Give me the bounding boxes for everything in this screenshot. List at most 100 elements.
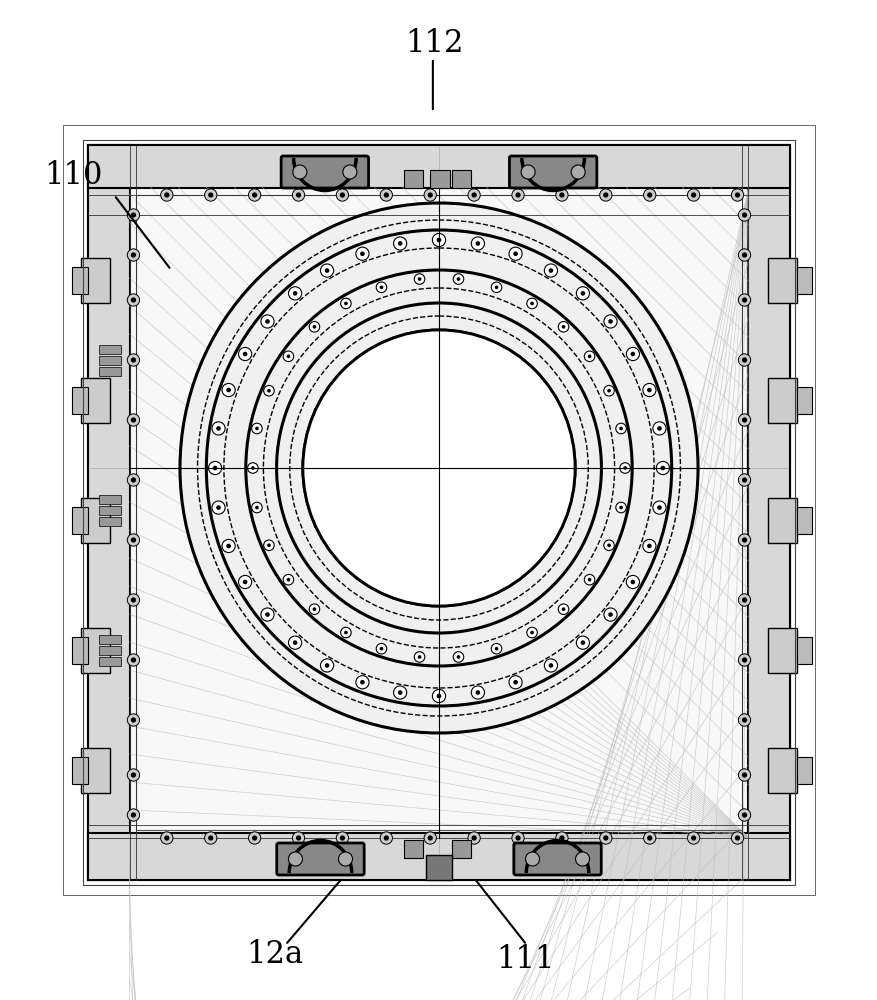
Bar [795,637,811,664]
Circle shape [741,772,746,778]
Circle shape [544,264,557,277]
Circle shape [360,680,364,685]
Bar [767,748,795,792]
Circle shape [494,285,498,289]
Bar [88,145,789,188]
Circle shape [657,426,661,431]
Bar [795,506,811,534]
Circle shape [603,315,617,328]
Circle shape [383,192,389,198]
Circle shape [255,427,259,430]
Circle shape [657,505,661,510]
Circle shape [160,832,173,844]
Circle shape [393,237,406,250]
Circle shape [625,347,638,361]
Circle shape [530,302,533,305]
Circle shape [548,268,553,273]
Bar [99,646,121,655]
Circle shape [255,506,259,509]
Circle shape [559,192,564,198]
Circle shape [292,189,304,201]
Circle shape [575,287,588,300]
Circle shape [548,663,553,668]
Circle shape [309,604,319,614]
Circle shape [660,466,665,470]
Bar [73,266,88,294]
Circle shape [375,643,386,654]
Circle shape [734,835,739,841]
Circle shape [320,659,333,672]
Bar [430,170,449,188]
Circle shape [602,835,608,841]
Circle shape [509,247,522,260]
Text: 110: 110 [44,160,102,191]
Circle shape [643,832,655,844]
Bar [127,185,750,840]
Circle shape [252,192,257,198]
Circle shape [738,249,750,261]
Circle shape [558,322,568,332]
Circle shape [738,414,750,426]
Circle shape [127,594,139,606]
Text: 111: 111 [496,944,554,975]
Circle shape [397,241,402,246]
Circle shape [131,537,136,543]
Circle shape [570,165,584,179]
Circle shape [738,209,750,221]
Bar [88,145,130,880]
Circle shape [131,812,136,818]
Bar [99,367,121,376]
Circle shape [282,574,293,585]
Circle shape [127,414,139,426]
Circle shape [607,543,610,547]
Bar [81,257,110,302]
Circle shape [282,351,293,362]
Circle shape [599,189,611,201]
Circle shape [642,383,655,397]
Bar [81,628,110,672]
Circle shape [336,189,348,201]
Bar [452,170,471,188]
Circle shape [131,417,136,423]
Circle shape [320,264,333,277]
Circle shape [263,540,274,551]
FancyBboxPatch shape [509,156,596,188]
Bar [81,377,110,422]
Circle shape [251,466,254,470]
Circle shape [340,298,351,309]
Circle shape [222,539,235,553]
Bar [83,140,794,885]
Circle shape [339,192,345,198]
Circle shape [619,463,630,473]
Bar [99,506,121,515]
Circle shape [383,835,389,841]
Circle shape [646,835,652,841]
Circle shape [324,268,329,273]
Circle shape [584,351,595,362]
Circle shape [252,835,257,841]
Circle shape [608,612,612,617]
Circle shape [738,294,750,306]
Circle shape [211,422,225,435]
Circle shape [643,189,655,201]
Circle shape [375,282,386,293]
Bar [452,840,471,858]
Bar [767,497,795,542]
Bar [99,345,121,354]
Circle shape [212,466,217,470]
Circle shape [243,352,247,356]
Circle shape [248,189,260,201]
Circle shape [741,252,746,258]
Circle shape [738,594,750,606]
Circle shape [741,477,746,483]
Bar [795,386,811,414]
Circle shape [164,192,169,198]
Bar [73,386,88,414]
Circle shape [380,832,392,844]
Circle shape [127,654,139,666]
Circle shape [127,534,139,546]
Circle shape [239,347,252,361]
Circle shape [738,714,750,726]
Circle shape [414,274,424,284]
Circle shape [288,852,302,866]
